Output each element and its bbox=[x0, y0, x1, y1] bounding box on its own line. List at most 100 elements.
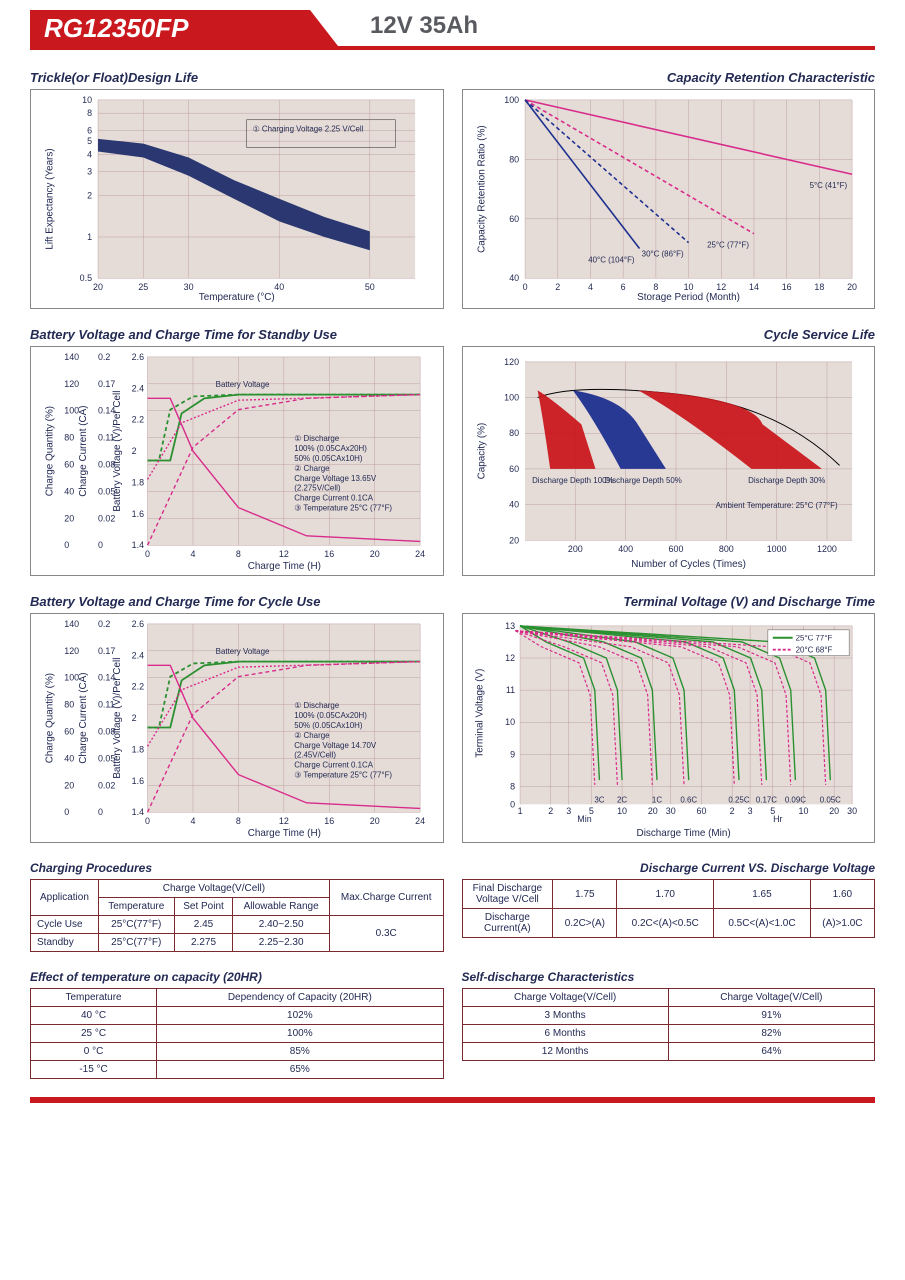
svg-text:Min: Min bbox=[577, 814, 591, 824]
svg-text:8: 8 bbox=[653, 282, 658, 292]
self-discharge-title: Self-discharge Characteristics bbox=[462, 970, 876, 984]
svg-text:Capacity (%): Capacity (%) bbox=[476, 423, 487, 480]
svg-text:60: 60 bbox=[509, 214, 519, 224]
svg-text:800: 800 bbox=[718, 544, 733, 554]
svg-text:4: 4 bbox=[87, 149, 92, 159]
svg-text:0.17: 0.17 bbox=[98, 379, 115, 389]
svg-text:3C: 3C bbox=[594, 795, 604, 804]
svg-text:12: 12 bbox=[716, 282, 726, 292]
svg-text:20: 20 bbox=[829, 806, 839, 816]
svg-text:0.5: 0.5 bbox=[80, 273, 92, 283]
svg-text:1: 1 bbox=[517, 806, 522, 816]
svg-text:120: 120 bbox=[64, 646, 79, 656]
svg-text:16: 16 bbox=[324, 816, 334, 826]
svg-text:2: 2 bbox=[548, 806, 553, 816]
discharge-vs-title: Discharge Current VS. Discharge Voltage bbox=[462, 861, 876, 875]
svg-text:10: 10 bbox=[505, 717, 515, 727]
svg-text:5°C (41°F): 5°C (41°F) bbox=[809, 181, 847, 190]
spec-label: 12V 35Ah bbox=[370, 12, 478, 40]
svg-text:0.2: 0.2 bbox=[98, 619, 110, 629]
svg-text:16: 16 bbox=[781, 282, 791, 292]
svg-text:Battery Voltage: Battery Voltage bbox=[216, 380, 270, 389]
svg-text:5: 5 bbox=[87, 136, 92, 146]
svg-text:30°C (86°F): 30°C (86°F) bbox=[641, 249, 683, 258]
svg-text:16: 16 bbox=[324, 549, 334, 559]
svg-text:Hr: Hr bbox=[773, 814, 782, 824]
svg-text:50% (0.05CAx10H): 50% (0.05CAx10H) bbox=[294, 721, 363, 730]
svg-text:(2.275V/Cell): (2.275V/Cell) bbox=[294, 484, 341, 493]
svg-text:Battery Voltage: Battery Voltage bbox=[216, 647, 270, 656]
svg-text:6: 6 bbox=[87, 125, 92, 135]
svg-text:0.2: 0.2 bbox=[98, 352, 110, 362]
svg-text:40: 40 bbox=[509, 500, 519, 510]
svg-text:Charge Quantity (%): Charge Quantity (%) bbox=[44, 673, 55, 763]
svg-text:0: 0 bbox=[145, 816, 150, 826]
svg-text:200: 200 bbox=[567, 544, 582, 554]
svg-text:0: 0 bbox=[98, 807, 103, 817]
charging-proc-table: Application Charge Voltage(V/Cell) Max.C… bbox=[30, 879, 444, 952]
svg-text:① Discharge: ① Discharge bbox=[294, 701, 340, 710]
svg-text:0: 0 bbox=[145, 549, 150, 559]
svg-text:Discharge Depth 50%: Discharge Depth 50% bbox=[604, 476, 681, 485]
svg-text:10: 10 bbox=[617, 806, 627, 816]
chart-standby: 04812162024Charge Quantity (%)0204060801… bbox=[30, 346, 444, 576]
svg-text:0.09C: 0.09C bbox=[784, 795, 805, 804]
svg-text:③ Temperature 25°C (77°F): ③ Temperature 25°C (77°F) bbox=[294, 504, 392, 513]
svg-text:20: 20 bbox=[64, 513, 74, 523]
svg-text:Charge Current (CA): Charge Current (CA) bbox=[78, 672, 89, 763]
svg-text:4: 4 bbox=[190, 816, 195, 826]
svg-text:2.4: 2.4 bbox=[132, 650, 144, 660]
svg-text:25°C 77°F: 25°C 77°F bbox=[795, 634, 832, 643]
svg-text:2: 2 bbox=[132, 446, 137, 456]
svg-text:1.8: 1.8 bbox=[132, 477, 144, 487]
svg-text:100: 100 bbox=[64, 406, 79, 416]
svg-text:30: 30 bbox=[184, 282, 194, 292]
svg-text:100: 100 bbox=[504, 393, 519, 403]
svg-text:24: 24 bbox=[415, 549, 425, 559]
svg-text:2: 2 bbox=[555, 282, 560, 292]
svg-text:3: 3 bbox=[87, 167, 92, 177]
svg-text:400: 400 bbox=[618, 544, 633, 554]
svg-text:600: 600 bbox=[668, 544, 683, 554]
svg-text:3: 3 bbox=[566, 806, 571, 816]
svg-text:0: 0 bbox=[510, 799, 515, 809]
svg-text:1.4: 1.4 bbox=[132, 540, 144, 550]
svg-text:80: 80 bbox=[509, 428, 519, 438]
svg-text:8: 8 bbox=[236, 549, 241, 559]
svg-text:0: 0 bbox=[64, 540, 69, 550]
chart-title-cyclecharge: Battery Voltage and Charge Time for Cycl… bbox=[30, 594, 444, 609]
svg-text:140: 140 bbox=[64, 619, 79, 629]
svg-text:Battery Voltage (V)/Per Cell: Battery Voltage (V)/Per Cell bbox=[112, 391, 123, 512]
chart-cyclelife: 2004006008001000120020406080100120 Disch… bbox=[462, 346, 876, 576]
svg-text:2: 2 bbox=[132, 713, 137, 723]
svg-text:80: 80 bbox=[64, 700, 74, 710]
self-discharge-table: Charge Voltage(V/Cell)Charge Voltage(V/C… bbox=[462, 988, 876, 1061]
charging-proc-title: Charging Procedures bbox=[30, 861, 444, 875]
svg-text:Charge Voltage 13.65V: Charge Voltage 13.65V bbox=[294, 474, 377, 483]
svg-text:③ Temperature 25°C (77°F): ③ Temperature 25°C (77°F) bbox=[294, 771, 392, 780]
svg-text:Discharge Depth 30%: Discharge Depth 30% bbox=[748, 476, 825, 485]
svg-text:140: 140 bbox=[64, 352, 79, 362]
svg-text:0.02: 0.02 bbox=[98, 780, 115, 790]
svg-text:Charge Time (H): Charge Time (H) bbox=[248, 561, 321, 572]
svg-text:60: 60 bbox=[509, 464, 519, 474]
svg-text:0.05C: 0.05C bbox=[819, 795, 840, 804]
svg-text:10: 10 bbox=[82, 95, 92, 105]
chart-dischargetime: 12351020306023510203089101112130 3C2C1C0… bbox=[462, 613, 876, 843]
chart-trickle: 20253040500.5123456810 ① Charging Voltag… bbox=[30, 89, 444, 309]
svg-text:40: 40 bbox=[64, 486, 74, 496]
svg-text:4: 4 bbox=[190, 549, 195, 559]
svg-text:Charge Time (H): Charge Time (H) bbox=[248, 828, 321, 839]
svg-text:0.25C: 0.25C bbox=[728, 795, 749, 804]
svg-text:① Charging Voltage 2.25 V/Cell: ① Charging Voltage 2.25 V/Cell bbox=[253, 125, 364, 134]
svg-text:0: 0 bbox=[98, 540, 103, 550]
svg-text:0.17C: 0.17C bbox=[755, 795, 776, 804]
svg-text:40°C (104°F): 40°C (104°F) bbox=[588, 255, 635, 264]
svg-text:18: 18 bbox=[814, 282, 824, 292]
svg-text:2.6: 2.6 bbox=[132, 352, 144, 362]
svg-text:20°C 68°F: 20°C 68°F bbox=[795, 646, 832, 655]
svg-text:80: 80 bbox=[64, 433, 74, 443]
svg-text:60: 60 bbox=[64, 460, 74, 470]
header: RG12350FP 12V 35Ah bbox=[30, 10, 875, 50]
svg-text:11: 11 bbox=[505, 685, 514, 695]
